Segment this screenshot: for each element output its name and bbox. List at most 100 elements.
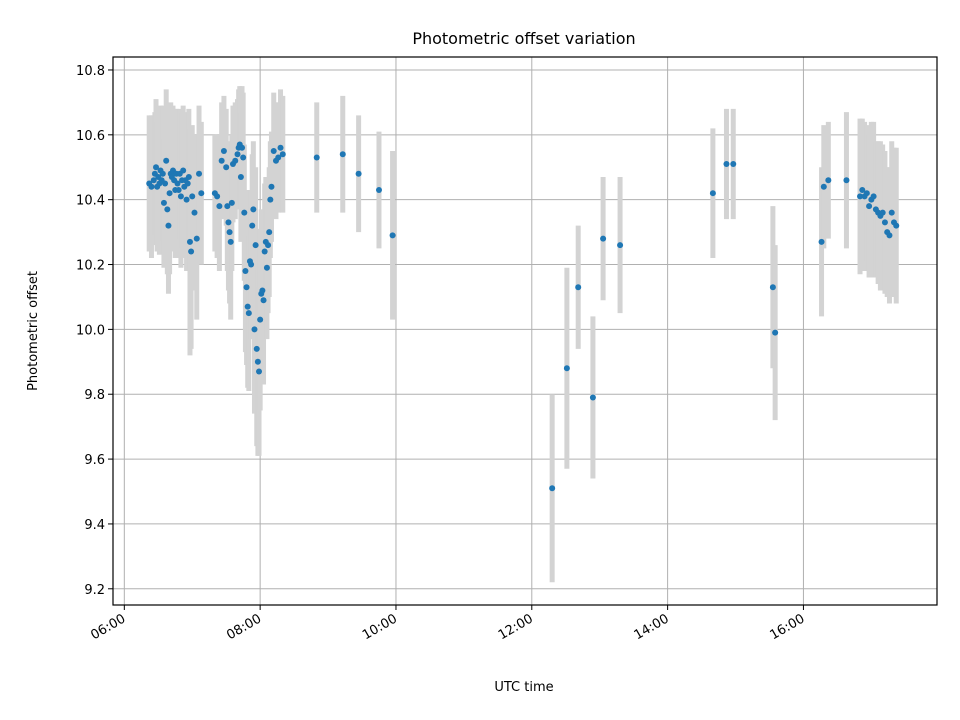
x-axis: 06:00 08:00 10:00 12:00 14:00 16:00 (88, 605, 807, 643)
data-point (886, 232, 893, 239)
data-point (249, 222, 256, 229)
data-point (223, 164, 230, 171)
data-point (259, 287, 266, 294)
data-point (268, 183, 275, 190)
error-bars (146, 86, 899, 583)
data-point (265, 242, 272, 249)
data-point (254, 358, 261, 365)
data-point (224, 203, 231, 210)
y-tick-label: 9.8 (84, 388, 105, 403)
y-tick-label: 10.6 (76, 129, 105, 144)
data-point (184, 180, 191, 187)
data-point (248, 261, 255, 268)
data-point (389, 232, 396, 239)
data-point (825, 177, 832, 184)
data-point (183, 196, 190, 203)
chart-title: Photometric offset variation (412, 29, 635, 48)
data-point (252, 242, 259, 249)
data-point (165, 222, 172, 229)
data-point (893, 222, 900, 229)
data-point (234, 151, 241, 158)
data-point (857, 193, 864, 200)
data-point (153, 164, 160, 171)
data-point (870, 193, 877, 200)
data-point (191, 209, 198, 216)
data-point (589, 394, 596, 401)
y-tick-label: 9.4 (84, 518, 105, 533)
x-tick-label: 14:00 (632, 611, 672, 643)
y-tick-label: 10.2 (76, 259, 105, 274)
data-point (150, 177, 157, 184)
data-point (196, 170, 203, 177)
data-point (263, 264, 270, 271)
data-point (256, 368, 263, 375)
data-point (339, 151, 346, 158)
x-tick-label: 12:00 (496, 611, 536, 643)
data-point (879, 209, 886, 216)
data-point (313, 154, 320, 161)
x-tick-label: 06:00 (88, 611, 128, 643)
y-axis: 9.2 9.4 9.6 9.8 10.0 10.2 10.4 10.6 10.8 (76, 64, 113, 598)
data-point (279, 151, 286, 158)
data-point (198, 190, 205, 197)
data-point (881, 219, 888, 226)
data-point (253, 345, 260, 352)
data-point (242, 268, 249, 275)
x-tick-label: 10:00 (360, 611, 400, 643)
data-point (769, 284, 776, 291)
data-point (250, 206, 257, 213)
data-point (162, 180, 169, 187)
data-point (237, 173, 244, 180)
y-tick-label: 9.2 (84, 583, 105, 598)
data-point (277, 144, 284, 151)
x-tick-label: 16:00 (767, 611, 807, 643)
data-point (267, 196, 274, 203)
x-axis-label: UTC time (494, 680, 553, 695)
data-point (260, 297, 267, 304)
data-point (218, 157, 225, 164)
x-tick-label: 08:00 (224, 611, 264, 643)
data-point (888, 209, 895, 216)
data-point (243, 284, 250, 291)
data-point (270, 148, 277, 155)
data-point (257, 316, 264, 323)
data-point (251, 326, 258, 333)
data-point (245, 310, 252, 317)
data-point (859, 186, 866, 193)
data-point (174, 180, 181, 187)
data-point (220, 148, 227, 155)
data-point (863, 190, 870, 197)
data-point (180, 167, 187, 174)
data-point (189, 193, 196, 200)
data-point (241, 209, 248, 216)
data-point (575, 284, 582, 291)
data-point (193, 235, 200, 242)
data-point (232, 157, 239, 164)
data-point (240, 154, 247, 161)
data-point (275, 154, 282, 161)
data-point (730, 161, 737, 168)
data-point (244, 303, 251, 310)
y-axis-label: Photometric offset (26, 271, 41, 391)
data-point (239, 144, 246, 151)
data-point (163, 157, 170, 164)
data-point (227, 238, 234, 245)
data-point (186, 238, 193, 245)
y-tick-label: 10.4 (76, 194, 105, 209)
data-points (146, 141, 900, 492)
y-tick-label: 10.0 (76, 323, 105, 338)
data-point (175, 186, 182, 193)
data-point (228, 199, 235, 206)
data-point (225, 219, 232, 226)
data-point (160, 199, 167, 206)
data-point (843, 177, 850, 184)
data-point (164, 206, 171, 213)
data-point (266, 229, 273, 236)
data-point (177, 193, 184, 200)
data-point (818, 238, 825, 245)
data-point (216, 203, 223, 210)
data-point (226, 229, 233, 236)
data-point (355, 170, 362, 177)
plot-frame (112, 56, 938, 606)
data-point (820, 183, 827, 190)
